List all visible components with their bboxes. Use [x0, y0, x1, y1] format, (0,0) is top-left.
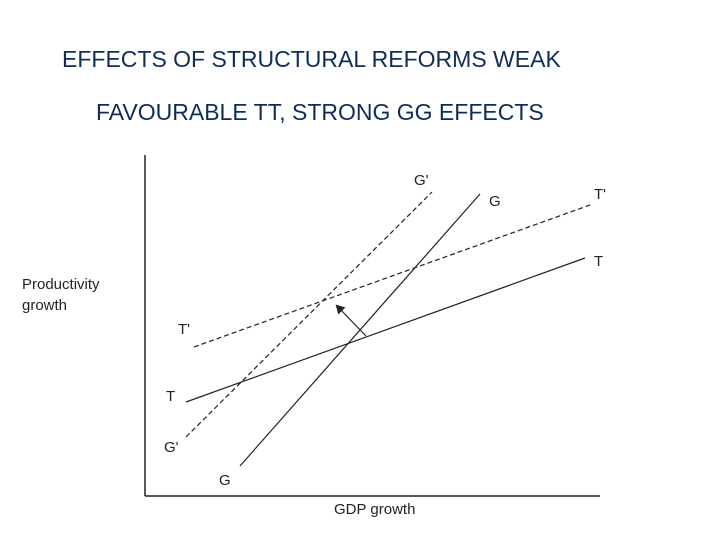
shift-arrow — [335, 304, 367, 337]
label-t-end: T — [594, 253, 603, 270]
y-axis-label-line-2: growth — [22, 297, 67, 314]
label-t-prime-end: T' — [594, 186, 606, 203]
label-t-start: T — [166, 388, 175, 405]
label-g-prime-start: G' — [164, 439, 179, 456]
t-line — [185, 257, 586, 403]
title-line-1: EFFECTS OF STRUCTURAL REFORMS WEAK — [62, 46, 561, 72]
label-g-end: G — [489, 193, 501, 210]
title-line-2: FAVOURABLE TT, STRONG GG EFFECTS — [96, 99, 544, 125]
label-g-start: G — [219, 472, 231, 489]
y-axis-label-line-1: Productivity — [22, 276, 100, 293]
label-g-prime-end: G' — [414, 172, 429, 189]
x-axis-label: GDP growth — [334, 501, 415, 518]
label-t-prime-start: T' — [178, 321, 190, 338]
g-prime-line — [185, 191, 433, 438]
t-prime-line — [193, 204, 591, 348]
